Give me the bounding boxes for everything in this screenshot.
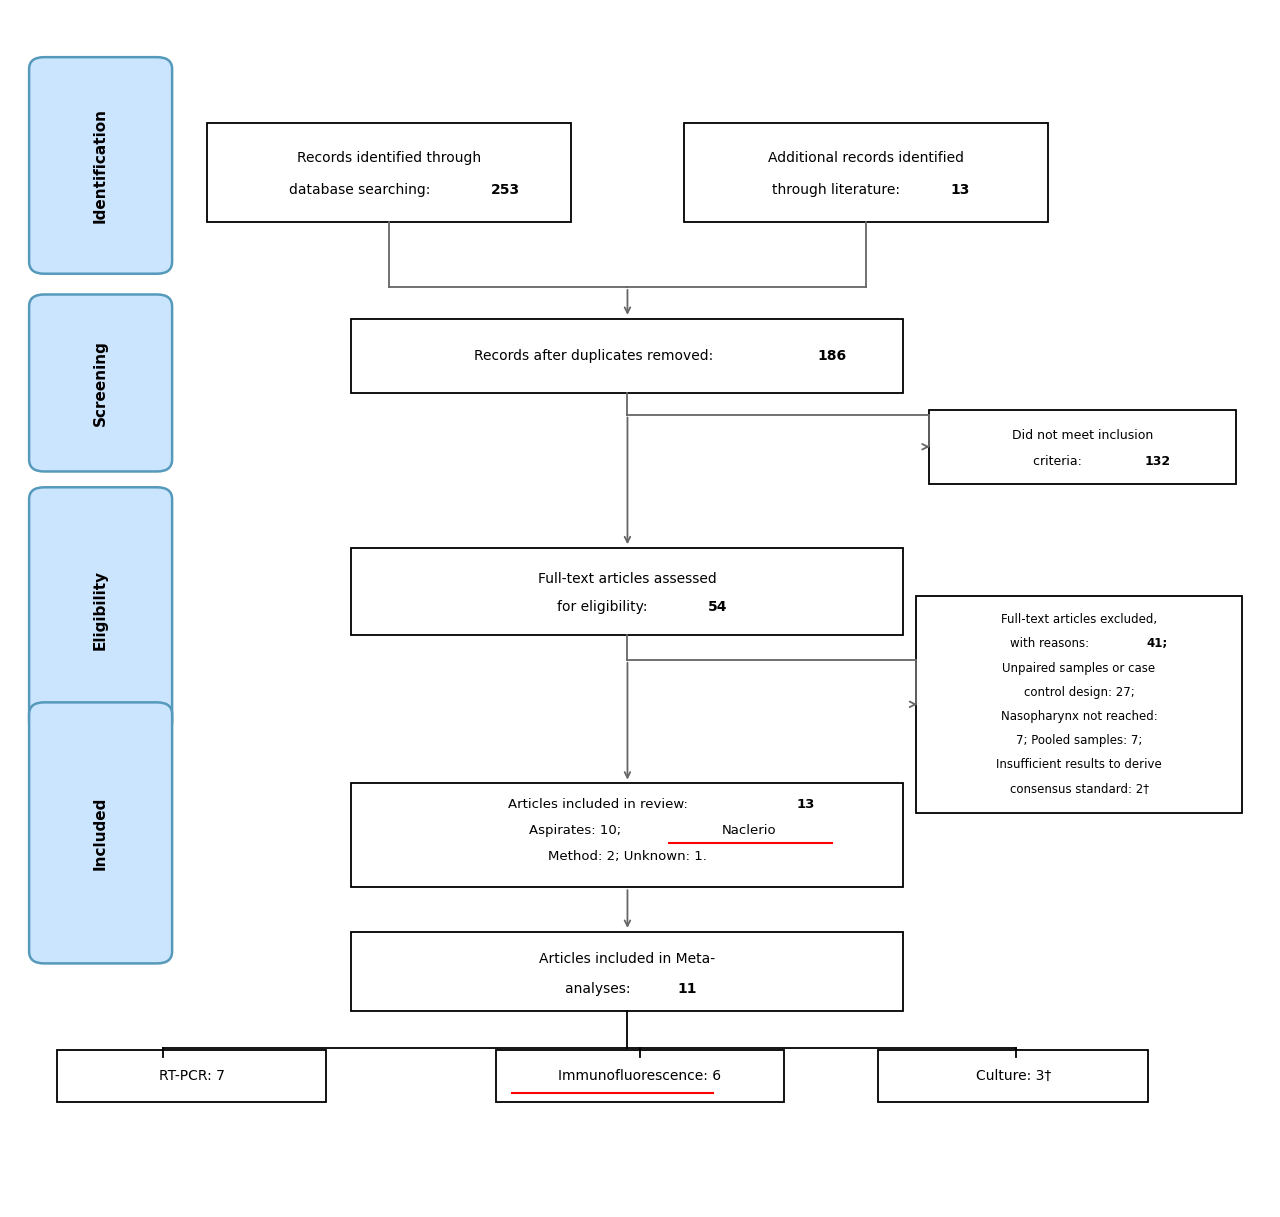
Bar	[56, 1050, 326, 1101]
FancyBboxPatch shape	[29, 487, 172, 734]
Text: database searching:: database searching:	[289, 183, 434, 197]
Text: Nasopharynx not reached:: Nasopharynx not reached:	[1001, 710, 1157, 723]
Text: 41;: 41;	[1146, 638, 1167, 650]
Text: Insufficient results to derive: Insufficient results to derive	[996, 758, 1162, 772]
Bar	[352, 319, 904, 393]
Bar	[684, 123, 1047, 221]
Bar	[878, 1050, 1148, 1101]
Bar	[207, 123, 571, 221]
Text: analyses:: analyses:	[564, 982, 635, 996]
Text: Records after duplicates removed:: Records after duplicates removed:	[475, 349, 718, 363]
Text: 186: 186	[818, 349, 846, 363]
Bar	[928, 410, 1236, 484]
FancyBboxPatch shape	[29, 702, 172, 964]
Text: 132: 132	[1144, 455, 1170, 469]
Text: Unpaired samples or case: Unpaired samples or case	[1002, 662, 1156, 674]
Text: Did not meet inclusion: Did not meet inclusion	[1011, 430, 1153, 442]
FancyBboxPatch shape	[29, 295, 172, 471]
Text: Additional records identified: Additional records identified	[768, 151, 964, 164]
Bar	[352, 784, 904, 887]
Text: 13: 13	[796, 798, 815, 811]
Text: Method: 2; Unknown: 1.: Method: 2; Unknown: 1.	[548, 849, 707, 863]
Text: Articles included in review:: Articles included in review:	[508, 798, 692, 811]
Text: Culture: 3†: Culture: 3†	[975, 1069, 1051, 1083]
Text: Full-text articles excluded,: Full-text articles excluded,	[1001, 613, 1157, 627]
Text: Included: Included	[93, 796, 108, 870]
Text: 13: 13	[950, 183, 969, 197]
Text: Records identified through: Records identified through	[297, 151, 481, 164]
Text: 54: 54	[708, 600, 727, 615]
Text: Screening: Screening	[93, 340, 108, 426]
Text: consensus standard: 2†: consensus standard: 2†	[1010, 783, 1148, 796]
Text: through literature:: through literature:	[772, 183, 905, 197]
Bar	[916, 595, 1242, 813]
Text: control design: 27;: control design: 27;	[1024, 685, 1134, 699]
Text: 253: 253	[492, 183, 521, 197]
Text: Naclerio: Naclerio	[722, 824, 777, 837]
Text: Full-text articles assessed: Full-text articles assessed	[538, 572, 717, 585]
Bar	[352, 932, 904, 1011]
Text: with reasons:: with reasons:	[1010, 638, 1093, 650]
Text: Immunofluorescence: 6: Immunofluorescence: 6	[558, 1069, 722, 1083]
Text: criteria:: criteria:	[1033, 455, 1085, 469]
FancyBboxPatch shape	[29, 57, 172, 274]
Text: 7; Pooled samples: 7;: 7; Pooled samples: 7;	[1016, 734, 1142, 747]
Text: for eligibility:: for eligibility:	[557, 600, 653, 615]
Bar	[352, 548, 904, 635]
Text: Eligibility: Eligibility	[93, 571, 108, 650]
Text: RT-PCR: 7: RT-PCR: 7	[159, 1069, 224, 1083]
Text: 11: 11	[678, 982, 698, 996]
Text: Articles included in Meta-: Articles included in Meta-	[539, 953, 716, 966]
Text: Identification: Identification	[93, 108, 108, 223]
Text: Aspirates: 10;: Aspirates: 10;	[529, 824, 626, 837]
Bar	[495, 1050, 785, 1101]
